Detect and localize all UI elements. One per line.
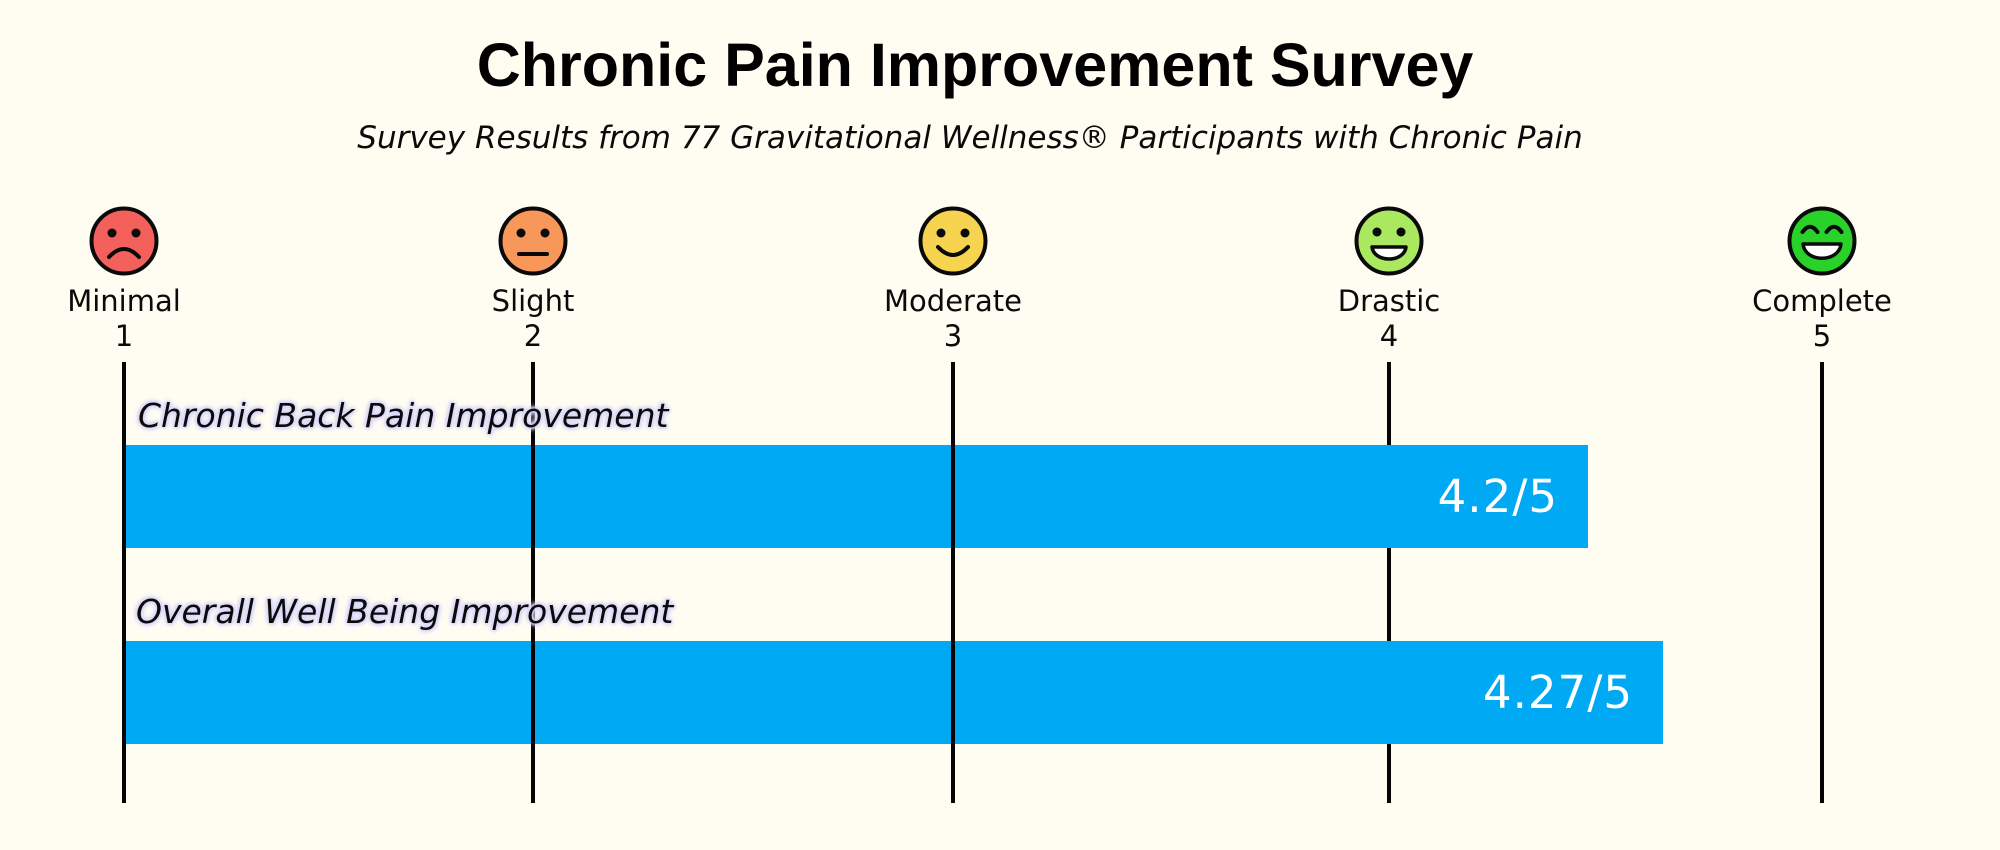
bar-label-back-pain: Chronic Back Pain Improvement (138, 396, 669, 435)
scale-label: Slight (491, 284, 575, 318)
scale-label: Drastic (1337, 284, 1441, 318)
scale-number: 2 (523, 318, 543, 353)
scale-point-5: Complete 5 (1702, 205, 1942, 353)
sad-face-icon (89, 206, 159, 276)
scale-number: 5 (1812, 318, 1832, 353)
bar-well-being: 4.27/5 (125, 641, 1663, 744)
scale-label: Complete (1752, 284, 1892, 318)
axis-line-2 (531, 362, 535, 803)
bar-label-well-being: Overall Well Being Improvement (136, 592, 674, 631)
grin-face-icon (1354, 206, 1424, 276)
axis-line-5 (1820, 362, 1824, 803)
scale-point-1: Minimal 1 (4, 205, 244, 353)
scale-number: 1 (114, 318, 134, 353)
scale-number: 4 (1379, 318, 1399, 353)
scale-label: Minimal (67, 284, 181, 318)
bar-back-pain: 4.2/5 (125, 445, 1588, 548)
scale-point-2: Slight 2 (413, 205, 653, 353)
laugh-face-icon (1787, 206, 1857, 276)
chart-subtitle: Survey Results from 77 Gravitational Wel… (357, 120, 1583, 156)
axis-line-1 (122, 362, 126, 803)
chart-title: Chronic Pain Improvement Survey (476, 31, 1474, 99)
scale-point-3: Moderate 3 (833, 205, 1073, 353)
neutral-face-icon (498, 206, 568, 276)
smile-face-icon (918, 206, 988, 276)
scale-point-4: Drastic 4 (1269, 205, 1509, 353)
axis-line-3 (951, 362, 955, 803)
bar-value-back-pain: 4.2/5 (1437, 470, 1558, 523)
bar-value-well-being: 4.27/5 (1483, 666, 1633, 719)
scale-number: 3 (943, 318, 963, 353)
axis-line-4 (1387, 362, 1391, 803)
scale-label: Moderate (884, 284, 1022, 318)
